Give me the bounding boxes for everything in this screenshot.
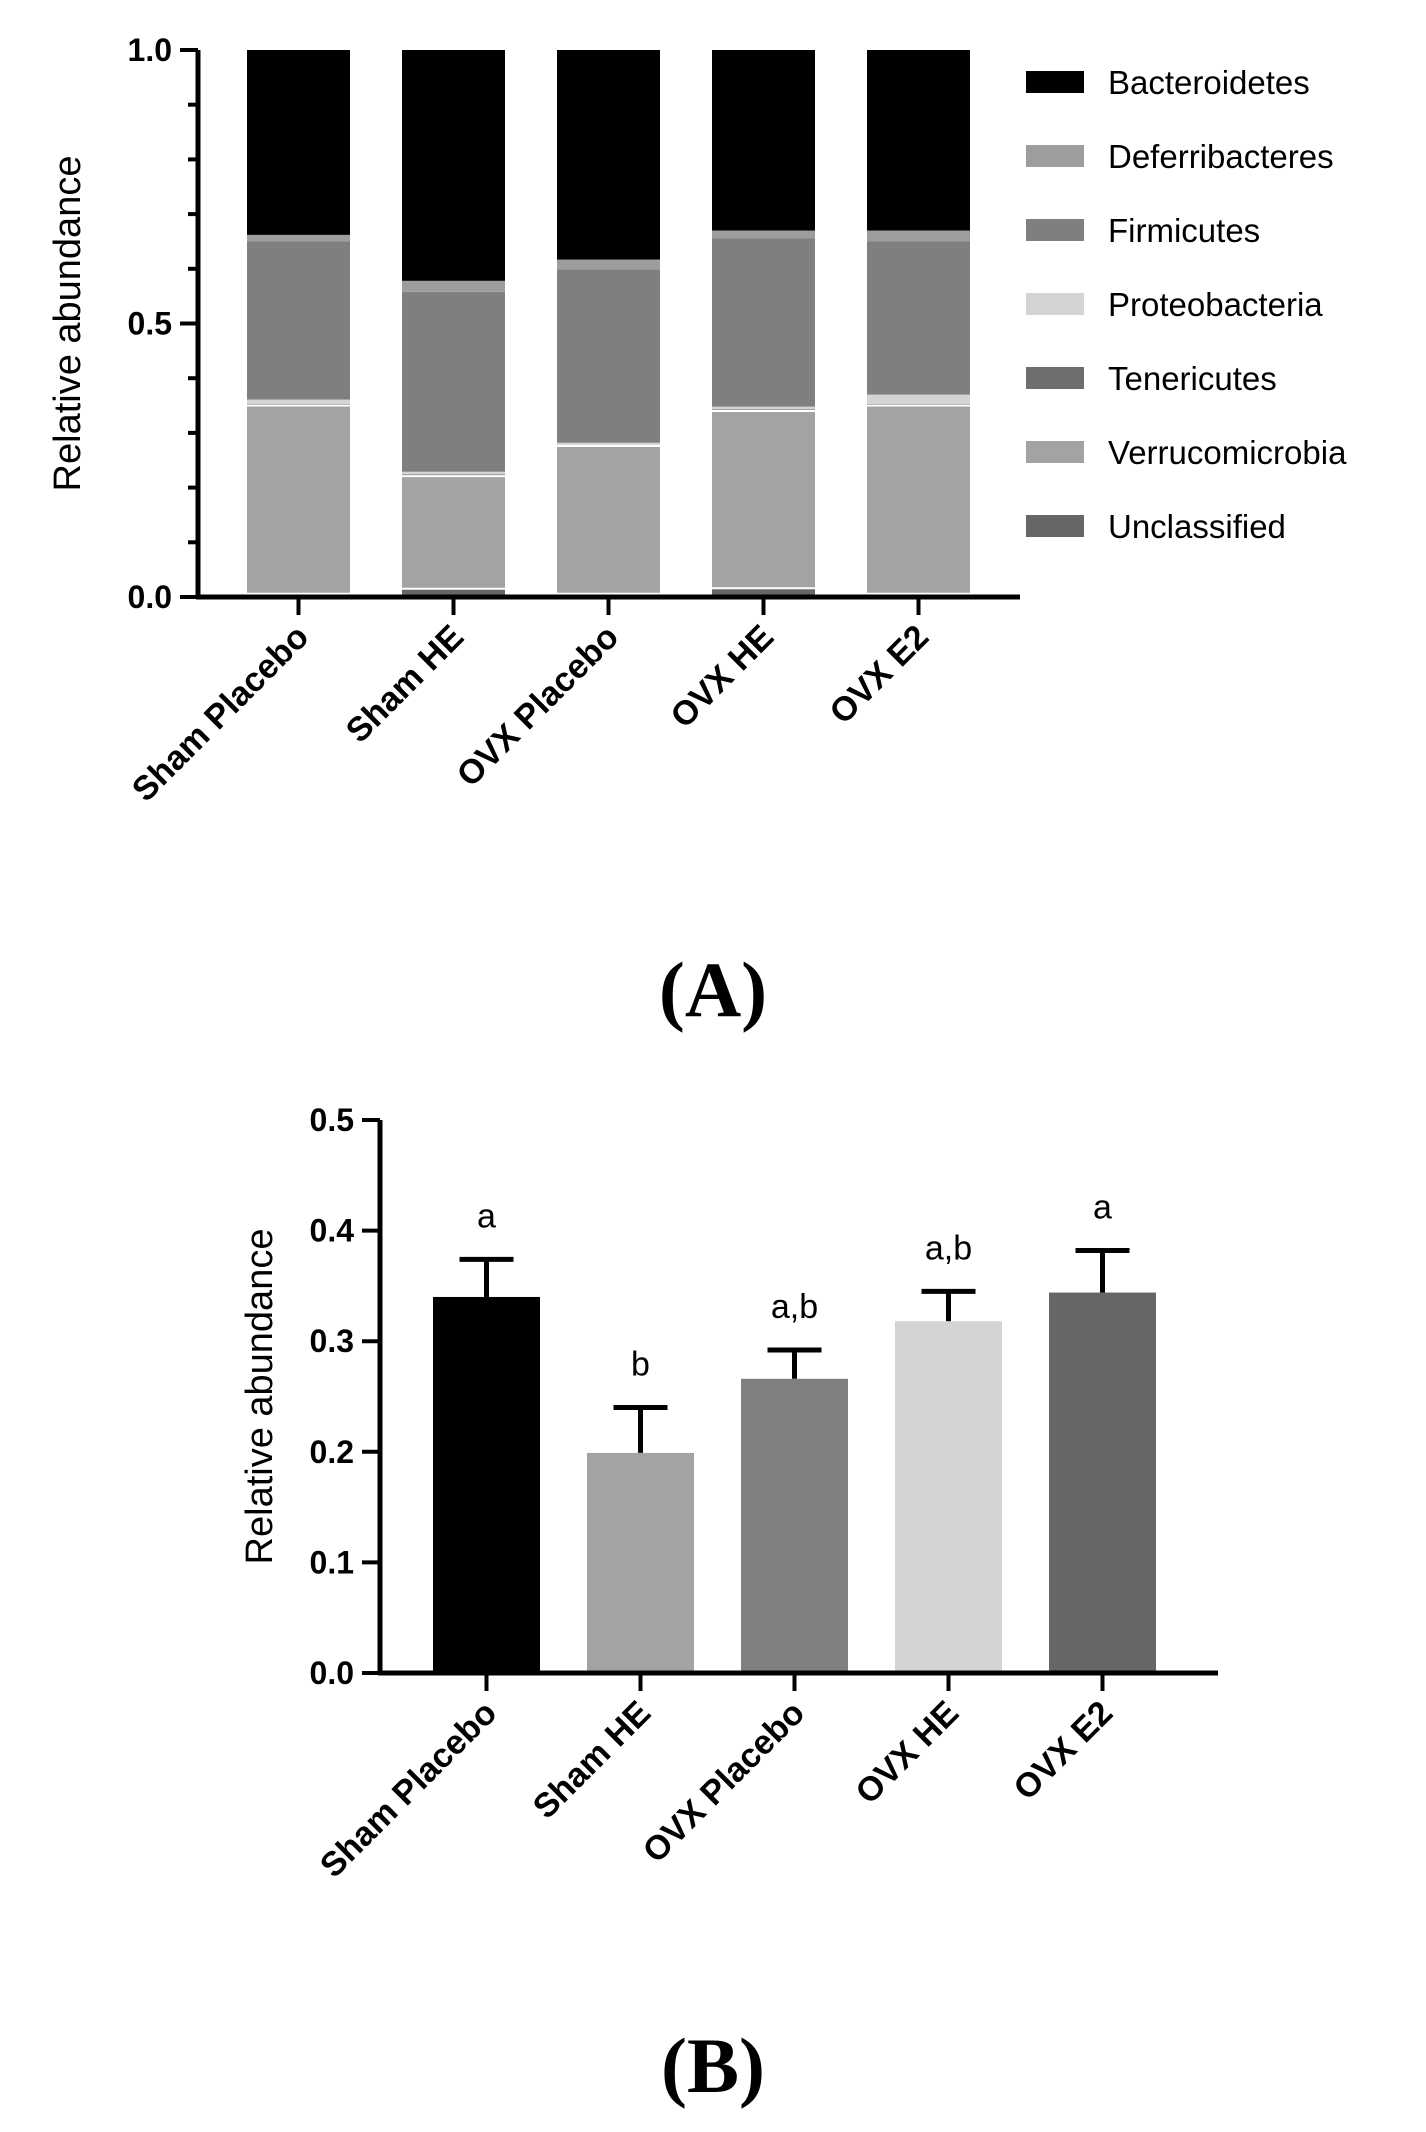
bar-a-bacteroidetes-4 [867, 50, 970, 231]
y-tick-label-b: 0.4 [310, 1213, 355, 1249]
legend-swatch-verrucomicrobia [1026, 441, 1084, 463]
bar-a-unclassified-3 [712, 588, 815, 597]
legend-label-deferribacteres: Deferribacteres [1108, 138, 1334, 175]
x-tick-label-a: OVX E2 [822, 618, 936, 732]
x-tick-label-a: Sham Placebo [125, 618, 316, 809]
y-tick-label-a: 1.0 [128, 32, 172, 68]
bar-a-verrucomicrobia-3 [712, 411, 815, 589]
y-tick-label-b: 0.1 [310, 1544, 354, 1580]
panel-b-label: (B) [661, 2022, 765, 2109]
legend-swatch-tenericutes [1026, 367, 1084, 389]
bar-a-firmicutes-4 [867, 241, 970, 395]
panel-a-label: (A) [659, 946, 767, 1033]
bar-a-deferribacteres-4 [867, 230, 970, 242]
legend-label-unclassified: Unclassified [1108, 508, 1286, 545]
x-tick-label-b: Sham HE [526, 1694, 658, 1826]
y-tick-label-a: 0.0 [128, 579, 172, 615]
bar-a-bacteroidetes-3 [712, 50, 815, 231]
x-tick-label-b: OVX E2 [1006, 1694, 1120, 1808]
bar-a-proteobacteria-4 [867, 394, 970, 404]
bar-a-bacteroidetes-1 [402, 50, 505, 281]
bar-a-verrucomicrobia-4 [867, 405, 970, 594]
legend-label-proteobacteria: Proteobacteria [1108, 286, 1323, 323]
x-tick-label-b: Sham Placebo [313, 1694, 504, 1885]
y-tick-label-a: 0.5 [128, 306, 172, 342]
bar-a-deferribacteres-2 [557, 259, 660, 270]
legend-swatch-proteobacteria [1026, 293, 1084, 315]
legend-label-tenericutes: Tenericutes [1108, 360, 1277, 397]
y-axis-label-a: Relative abundance [47, 156, 89, 492]
bar-b-1 [587, 1452, 694, 1673]
legend-swatch-firmicutes [1026, 219, 1084, 241]
bar-b-4 [1049, 1292, 1156, 1673]
bar-a-proteobacteria-0 [247, 399, 350, 404]
x-tick-label-a: Sham HE [339, 618, 471, 750]
legend-swatch-bacteroidetes [1026, 71, 1084, 93]
significance-label-1: b [631, 1346, 650, 1384]
bar-a-proteobacteria-2 [557, 442, 660, 445]
bar-a-firmicutes-1 [402, 291, 505, 472]
legend-swatch-unclassified [1026, 515, 1084, 537]
legend-label-bacteroidetes: Bacteroidetes [1108, 64, 1310, 101]
y-axis-label-b: Relative abundance [239, 1229, 281, 1565]
bar-a-verrucomicrobia-2 [557, 446, 660, 594]
bar-a-bacteroidetes-2 [557, 50, 660, 260]
bar-b-3 [895, 1321, 1002, 1673]
bar-a-deferribacteres-0 [247, 234, 350, 242]
significance-label-4: a [1093, 1189, 1112, 1227]
legend-swatch-deferribacteres [1026, 145, 1084, 167]
legend-label-firmicutes: Firmicutes [1108, 212, 1260, 249]
bar-a-verrucomicrobia-0 [247, 405, 350, 594]
y-tick-label-b: 0.3 [310, 1323, 354, 1359]
bar-a-proteobacteria-3 [712, 406, 815, 410]
significance-label-3: a,b [925, 1229, 972, 1267]
bar-a-deferribacteres-1 [402, 280, 505, 292]
significance-label-2: a,b [771, 1288, 818, 1326]
bar-a-verrucomicrobia-1 [402, 476, 505, 589]
y-tick-label-b: 0.5 [310, 1102, 354, 1138]
chart-b: a b a,b a,b a 0.0 0.1 0.2 0.3 0.4 0.5 Sham Placebo S… [239, 1102, 1218, 1885]
bar-b-0 [433, 1296, 540, 1673]
bar-a-firmicutes-3 [712, 238, 815, 407]
x-tick-label-b: OVX HE [848, 1694, 966, 1812]
x-tick-label-a: OVX Placebo [450, 618, 627, 795]
bar-a-unclassified-1 [402, 588, 505, 597]
bar-b-2 [741, 1378, 848, 1673]
significance-label-0: a [477, 1197, 496, 1235]
bar-a-firmicutes-0 [247, 241, 350, 400]
bar-a-bacteroidetes-0 [247, 50, 350, 235]
bar-a-firmicutes-2 [557, 269, 660, 443]
legend-label-verrucomicrobia: Verrucomicrobia [1108, 434, 1347, 471]
y-tick-label-b: 0.0 [310, 1655, 354, 1691]
bar-a-deferribacteres-3 [712, 230, 815, 239]
x-tick-label-a: OVX HE [663, 618, 781, 736]
x-tick-label-b: OVX Placebo [636, 1694, 813, 1871]
y-tick-label-b: 0.2 [310, 1434, 354, 1470]
bar-a-proteobacteria-1 [402, 471, 505, 475]
